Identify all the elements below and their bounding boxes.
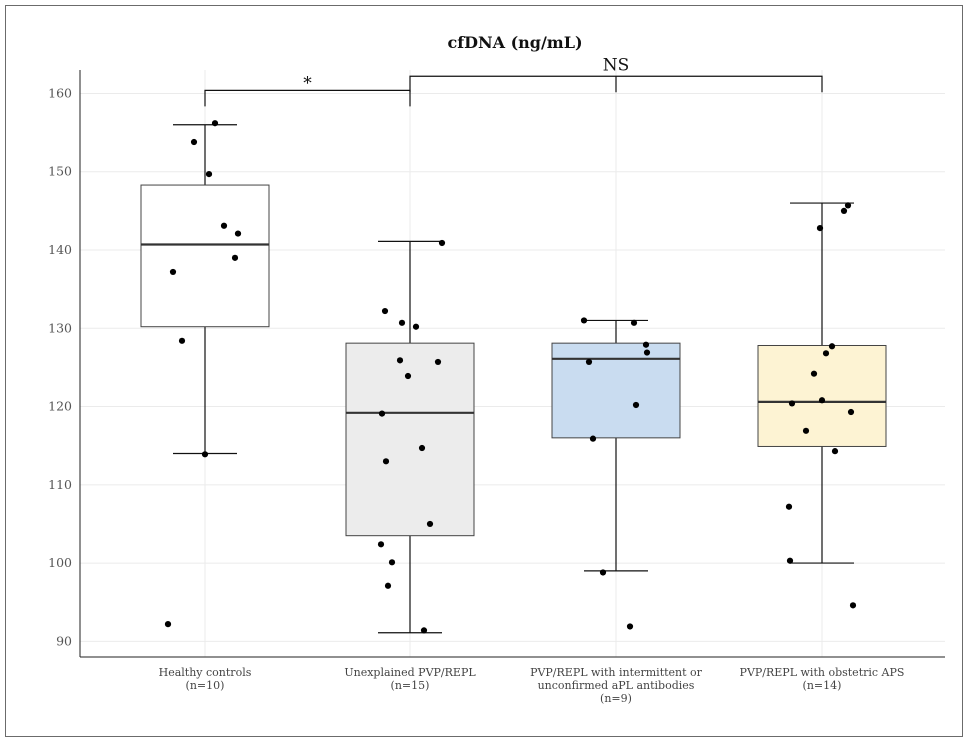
data-point [626,623,634,630]
data-point [844,202,852,209]
x-category-label-line: unconfirmed aPL antibodies [538,679,695,692]
y-tick-label: 110 [48,477,72,492]
x-category-label-line: (n=15) [391,679,430,692]
data-point [404,372,412,380]
x-category-label-line: PVP/REPL with intermittent or [530,666,703,679]
x-category-label: Unexplained PVP/REPL (n=15) [344,666,476,692]
data-point [630,319,638,326]
y-tick-label: 160 [48,85,72,100]
data-point [396,357,404,364]
y-tick-label: 90 [56,633,72,648]
significance-label: NS [603,55,630,75]
x-category-label-line: Unexplained PVP/REPL [344,666,476,679]
data-point [434,358,442,366]
x-category-label-line: Healthy controls [159,666,252,679]
box-group [551,317,681,630]
chart-title: cfDNA (ng/mL) [447,33,582,52]
bracket-line [204,89,411,107]
significance-bracket: * [204,73,411,107]
data-point [377,541,385,548]
data-point [231,254,239,261]
iqr-box [140,184,270,328]
iqr-box [757,344,887,447]
data-point [418,444,426,452]
ns-bracket: NS [409,55,823,93]
data-point [388,559,396,566]
data-point [802,427,810,434]
significance-label: * [303,73,312,93]
data-point [220,222,228,229]
data-point [205,170,213,178]
x-category-label: PVP/REPL with intermittent or unconfirmed… [530,666,703,705]
y-tick-label: 150 [48,164,72,179]
box-group [757,202,887,609]
data-point [412,323,420,330]
data-point [211,120,219,127]
box-series [140,120,887,634]
data-point [632,401,640,409]
x-category-label-line: PVP/REPL with obstetric APS [740,666,905,679]
x-category-label-line: (n=9) [600,692,632,705]
data-point [828,343,836,350]
x-category-label-line: (n=14) [803,679,842,692]
data-point [599,569,607,576]
data-point [190,138,198,146]
significance-annotations: * NS [204,55,823,107]
data-point [643,349,651,356]
data-point [398,319,406,326]
data-point [785,503,793,510]
data-point [818,397,826,404]
box-group [345,239,475,634]
data-point [378,410,386,417]
x-category-label-line: (n=10) [186,679,225,692]
box-group [140,120,270,628]
data-point [585,358,593,366]
data-point [384,582,392,589]
data-point [201,451,209,458]
iqr-box [345,342,475,537]
data-point [849,602,857,609]
data-point [438,239,446,247]
data-point [847,408,855,416]
data-point [164,621,172,628]
y-tick-label: 130 [48,320,72,335]
y-tick-label: 140 [48,242,72,257]
y-tick-label: 100 [48,555,72,570]
data-point [810,370,818,377]
x-category-label: PVP/REPL with obstetric APS (n=14) [740,666,905,692]
data-point [426,520,434,528]
data-point [381,307,389,315]
data-point [831,448,839,455]
data-point [816,224,824,232]
data-point [382,458,390,465]
data-point [169,268,177,276]
data-point [589,435,597,442]
data-point [420,627,428,634]
data-point [822,350,830,357]
y-tick-label: 120 [48,399,72,414]
iqr-box [551,342,681,439]
data-point [178,337,186,344]
x-category-label: Healthy controls (n=10) [159,666,252,692]
data-point [234,230,242,237]
data-point [786,557,794,564]
data-point [580,317,588,324]
data-point [788,400,796,407]
data-point [840,207,848,214]
data-point [642,341,650,348]
